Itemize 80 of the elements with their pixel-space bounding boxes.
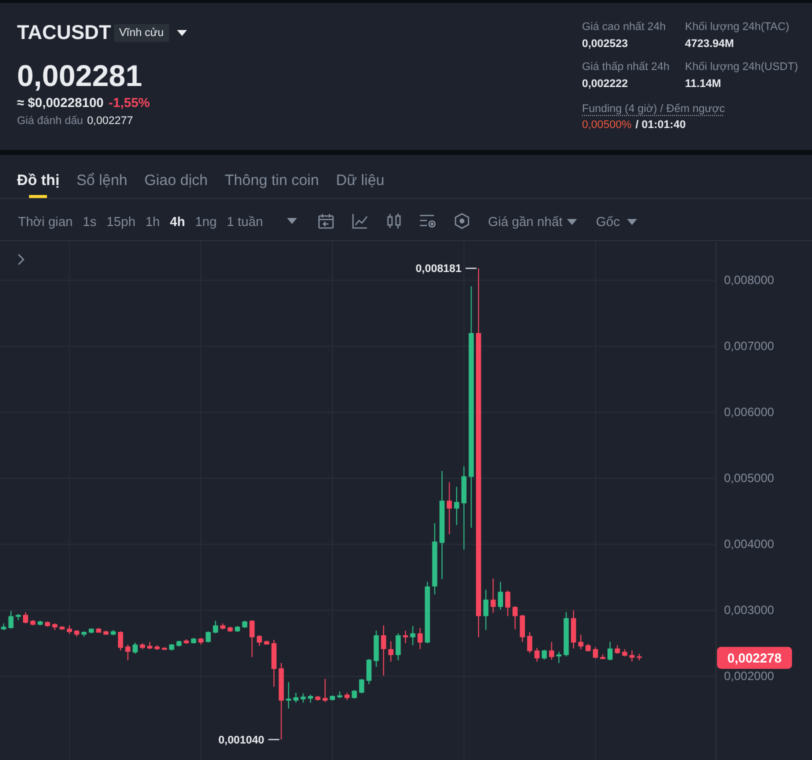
candlestick	[366, 658, 372, 685]
text: TACUSDT	[17, 22, 112, 44]
text: 0,002277	[87, 115, 133, 127]
candlestick	[396, 632, 401, 661]
text: Dữ liệu	[336, 172, 384, 189]
candlestick	[549, 641, 554, 660]
text: Đồ thị	[17, 172, 60, 189]
y-tick-label: 0,007000	[724, 339, 774, 354]
text: Giao dịch	[144, 172, 208, 189]
candlestick	[592, 646, 598, 659]
text: Giá đánh dấu	[17, 115, 84, 127]
candlestick	[212, 620, 218, 634]
candlestick	[359, 678, 364, 694]
text: 1 tuần	[226, 214, 263, 229]
candlestick	[520, 614, 525, 642]
candlestick	[418, 628, 423, 650]
candlestick	[132, 642, 138, 654]
candlestick	[256, 634, 262, 646]
candlestick	[381, 624, 386, 676]
text: Sổ lệnh	[76, 172, 128, 189]
text: -1,55%	[108, 95, 150, 110]
text: Gốc	[596, 214, 620, 229]
text: / 01:01:40	[636, 119, 686, 131]
text: Giá gần nhất	[488, 214, 562, 229]
candlestick	[286, 682, 292, 710]
candlestick	[498, 581, 504, 610]
candlestick	[388, 640, 394, 662]
candlestick	[322, 678, 328, 702]
text: Giá thấp nhất 24h	[582, 61, 670, 73]
candlestick	[629, 650, 635, 662]
annotation: 0,008181	[416, 263, 462, 276]
candlestick	[578, 634, 584, 650]
candlestick	[512, 606, 518, 630]
candlestick	[8, 610, 14, 630]
candlestick	[125, 644, 130, 661]
candlestick	[534, 647, 540, 662]
annotation: 0,001040	[218, 734, 264, 746]
y-tick-label: 0,008000	[724, 273, 774, 288]
candlestick	[483, 589, 488, 631]
candlestick	[293, 692, 298, 704]
text: 1h	[145, 214, 160, 229]
candlestick	[454, 486, 460, 526]
text: ≈ $0,00228100	[17, 95, 104, 110]
text: 0,002281	[17, 60, 142, 93]
text: 0,002222	[582, 78, 628, 90]
candlestick	[527, 631, 532, 654]
text: Funding (4 giờ) / Đếm ngược	[582, 102, 725, 117]
text: Khối lượng 24h(USDT)	[685, 61, 798, 73]
text: 0,002278	[727, 650, 782, 666]
candlestick	[542, 649, 547, 660]
candlestick	[118, 630, 124, 651]
text: 0,002523	[582, 38, 628, 50]
text: 4723.94M	[685, 38, 734, 50]
text: 1s	[82, 214, 97, 229]
y-tick-label: 0,003000	[724, 603, 774, 618]
y-tick-label: 0,004000	[724, 537, 774, 552]
text: 0,00500%	[582, 119, 632, 131]
text: Thông tin coin	[224, 172, 319, 189]
y-tick-label: 0,002000	[724, 669, 774, 684]
text: 11.14M	[685, 78, 722, 90]
text: 4h	[170, 214, 186, 229]
y-tick-label: 0,006000	[724, 405, 774, 420]
candlestick	[505, 590, 510, 617]
candlestick	[410, 626, 416, 646]
text: 1ng	[195, 214, 217, 229]
candlestick	[250, 620, 255, 658]
candlestick	[206, 630, 211, 644]
candlestick	[300, 692, 306, 704]
candlestick	[402, 630, 408, 644]
candlestick	[490, 578, 496, 614]
text: 15ph	[106, 214, 136, 229]
text: Giá cao nhất 24h	[582, 21, 666, 33]
candlestick	[608, 641, 613, 661]
text: Thời gian	[18, 214, 73, 229]
label-badge: Vĩnh cửu	[114, 24, 169, 42]
candlestick	[446, 482, 452, 535]
candlestick	[556, 651, 562, 664]
text: Khối lượng 24h(TAC)	[685, 21, 790, 33]
candlestick	[23, 612, 28, 624]
y-tick-label: 0,005000	[724, 471, 774, 486]
